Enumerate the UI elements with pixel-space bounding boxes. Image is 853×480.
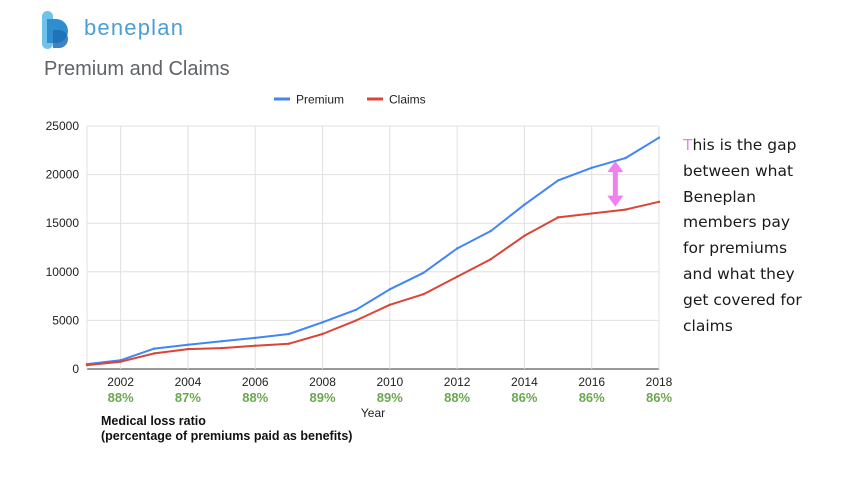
annotation-line-4: members pay xyxy=(683,213,790,232)
series-point-claims xyxy=(186,347,190,351)
legend-label-premium: Premium xyxy=(296,93,344,107)
x-tick-label: 2010 xyxy=(376,375,403,389)
series-point-premium xyxy=(388,288,392,291)
gap-marker xyxy=(607,161,624,207)
x-axis-title: Year xyxy=(361,406,385,420)
mlr-note-subtitle: (percentage of premiums paid as benefits… xyxy=(101,429,353,443)
series-point-claims xyxy=(254,344,257,347)
series-line-claims xyxy=(86,200,660,367)
legend: Premium Claims xyxy=(274,93,426,107)
series-point-premium xyxy=(556,179,560,182)
series-point-premium xyxy=(455,247,459,250)
series-point-claims xyxy=(422,292,425,296)
y-tick-label: 20000 xyxy=(46,168,80,182)
y-tick-label: 5000 xyxy=(52,313,79,327)
series-point-premium xyxy=(186,343,190,346)
series-point-claims xyxy=(523,234,526,238)
mlr-label: 89% xyxy=(377,390,403,405)
annotation-line-2: between what xyxy=(683,161,794,180)
legend-label-claims: Claims xyxy=(389,93,426,107)
y-tick-label: 15000 xyxy=(46,216,80,230)
annotation-line-1-rest: his is the gap xyxy=(692,136,797,154)
series-point-claims xyxy=(455,275,459,278)
mlr-label: 86% xyxy=(646,390,672,405)
gap-annotation: This is the gap between what Beneplan me… xyxy=(683,133,802,339)
mlr-label: 89% xyxy=(310,390,336,405)
mlr-label: 88% xyxy=(242,390,268,405)
x-tick-label: 2012 xyxy=(444,375,471,389)
series-point-claims xyxy=(657,200,661,204)
series-point-premium xyxy=(657,136,661,139)
x-tick-label: 2004 xyxy=(175,375,202,389)
annotation-line-6: and what they xyxy=(683,264,795,283)
series-point-claims xyxy=(119,360,122,363)
series-point-premium xyxy=(321,321,324,324)
annotation-line-3: Beneplan xyxy=(683,187,756,206)
x-tick-label: 2006 xyxy=(242,375,269,389)
series-point-claims xyxy=(556,216,560,219)
gap-arrow-head-up xyxy=(607,161,624,173)
annotation-line-7: get covered for xyxy=(683,290,802,309)
series-point-claims xyxy=(153,352,156,355)
mlr-labels: 88% 87% 88% 89% 89% 88% 86% 86% 86% xyxy=(108,390,673,405)
page-title: Premium and Claims xyxy=(44,58,230,80)
x-tick-label: 2018 xyxy=(646,375,673,389)
mlr-label: 86% xyxy=(511,390,537,405)
series-point-premium xyxy=(624,156,627,160)
series-point-claims xyxy=(220,346,223,350)
series-point-premium xyxy=(523,203,526,206)
brand-name: beneplan xyxy=(84,15,185,40)
series-point-premium xyxy=(287,332,291,336)
mlr-label: 88% xyxy=(108,390,134,405)
y-tick-label: 0 xyxy=(72,362,79,376)
series-point-claims xyxy=(321,332,324,336)
x-tick-label: 2008 xyxy=(309,375,336,389)
series-point-claims xyxy=(590,212,593,215)
beneplan-logo-icon xyxy=(42,11,68,49)
mlr-label: 88% xyxy=(444,390,470,405)
series-point-premium xyxy=(220,340,223,343)
series-point-premium xyxy=(153,347,156,350)
mlr-label: 86% xyxy=(579,390,605,405)
y-tick-label: 10000 xyxy=(46,265,80,279)
mlr-note: Medical loss ratio (percentage of premiu… xyxy=(101,414,352,444)
series-point-claims xyxy=(388,303,392,307)
grid-layer xyxy=(86,125,660,370)
gap-arrow-head-down xyxy=(607,195,624,207)
annotation-first-letter: T xyxy=(683,136,693,154)
annotation-line-1: This is the gap xyxy=(683,133,802,159)
series-point-claims xyxy=(85,363,89,367)
series-point-premium xyxy=(489,229,492,233)
x-tick-label: 2016 xyxy=(578,375,605,389)
series-point-premium xyxy=(354,308,358,311)
x-tick-label: 2002 xyxy=(107,375,134,389)
axis-layer: 0 5000 10000 15000 20000 25000 2002 2004 2006 200… xyxy=(46,119,673,420)
x-tick-label: 2014 xyxy=(511,375,538,389)
annotation-line-8: claims xyxy=(683,316,733,335)
series-point-claims xyxy=(624,208,627,211)
annotation-line-5: for premiums xyxy=(683,239,788,258)
series-point-premium xyxy=(254,336,257,340)
series-point-claims xyxy=(287,342,291,345)
y-tick-label: 25000 xyxy=(46,119,80,133)
series-point-premium xyxy=(590,166,593,169)
series-point-claims xyxy=(489,257,492,261)
series-line-premium xyxy=(86,136,660,366)
mlr-note-title: Medical loss ratio xyxy=(101,414,206,428)
series-point-claims xyxy=(354,319,358,322)
series-layer xyxy=(85,136,661,367)
mlr-label: 87% xyxy=(175,390,201,405)
series-point-premium xyxy=(422,271,425,274)
